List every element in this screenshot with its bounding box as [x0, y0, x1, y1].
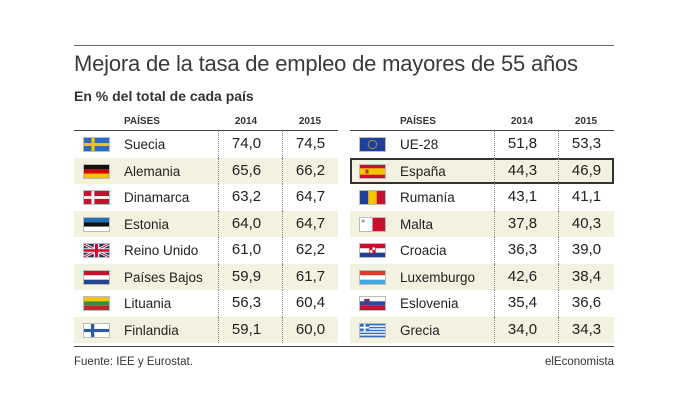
country-name: UE-28: [400, 137, 439, 152]
left-table-header: PAÍSES 2014 2015: [74, 111, 338, 131]
value-2015: 61,7: [282, 263, 338, 290]
table-row: Finlandia 59,1 60,0: [74, 316, 338, 343]
greece-flag-icon: [359, 322, 386, 338]
value-2015: 64,7: [282, 210, 338, 237]
netherlands-flag-icon: [83, 269, 110, 285]
header-2014: 2014: [234, 116, 258, 127]
slovenia-flag-icon: [359, 296, 386, 311]
table-row: Eslovenia 35,4 36,6: [350, 290, 614, 317]
value-2015: 41,1: [558, 184, 614, 211]
value-2014: 63,2: [218, 184, 274, 211]
table-row: Malta 37,8 40,3: [350, 210, 614, 237]
top-rule: [74, 45, 614, 46]
spain-flag-icon: [359, 163, 386, 179]
luxembourg-flag-icon: [359, 269, 386, 285]
header-2015: 2015: [574, 116, 598, 127]
germany-flag-icon: [83, 163, 110, 179]
value-2014: 61,0: [218, 237, 274, 264]
right-table: PAÍSES 2014 2015 UE-28 51,8 53,3 España 44,3…: [350, 111, 614, 343]
source-note: Fuente: IEE y Eurostat.: [74, 356, 193, 368]
value-2014: 37,8: [494, 210, 550, 237]
country-name: Luxemburgo: [400, 269, 476, 285]
table-row: Dinamarca 63,2 64,7: [74, 184, 338, 211]
value-2014: 64,0: [218, 210, 274, 237]
country-name: Dinamarca: [124, 190, 190, 205]
value-2014: 43,1: [494, 184, 550, 211]
country-name: Lituania: [124, 296, 172, 311]
value-2014: 59,1: [218, 316, 274, 343]
value-2014: 59,9: [218, 263, 274, 290]
table-row: Lituania 56,3 60,4: [74, 290, 338, 317]
header-2015: 2015: [298, 116, 322, 127]
value-2015: 62,2: [282, 237, 338, 264]
value-2014: 35,4: [494, 290, 550, 317]
right-table-rows: UE-28 51,8 53,3 España 44,3 46,9 Rumanía 43,1 41…: [350, 131, 614, 343]
lithuania-flag-icon: [83, 296, 110, 311]
table-row: Croacia 36,3 39,0: [350, 237, 614, 264]
value-2015: 74,5: [282, 131, 338, 158]
table-row: Estonia 64,0 64,7: [74, 210, 338, 237]
value-2015: 34,3: [558, 316, 614, 343]
value-2014: 36,3: [494, 237, 550, 264]
value-2014: 51,8: [494, 131, 550, 158]
denmark-flag-icon: [83, 190, 110, 205]
country-name: Finlandia: [124, 322, 179, 338]
left-table: PAÍSES 2014 2015 Suecia 74,0 74,5 Alemania 6…: [74, 111, 338, 343]
value-2015: 36,6: [558, 290, 614, 317]
header-2014: 2014: [510, 116, 534, 127]
bottom-rule: [74, 346, 614, 347]
country-name: Suecia: [124, 137, 166, 152]
value-2015: 60,4: [282, 290, 338, 317]
country-name: Alemania: [124, 163, 181, 179]
malta-flag-icon: [359, 216, 386, 232]
country-name: Estonia: [124, 216, 170, 232]
value-2014: 42,6: [494, 263, 550, 290]
sweden-flag-icon: [83, 137, 110, 152]
finland-flag-icon: [83, 322, 110, 338]
table-row: Alemania 65,6 66,2: [74, 157, 338, 184]
value-2014: 34,0: [494, 316, 550, 343]
table-row: Reino Unido 61,0 62,2: [74, 237, 338, 264]
value-2015: 53,3: [558, 131, 614, 158]
country-name: España: [400, 163, 446, 179]
value-2015: 39,0: [558, 237, 614, 264]
table-row: UE-28 51,8 53,3: [350, 131, 614, 158]
table-row: Luxemburgo 42,6 38,4: [350, 263, 614, 290]
country-name: Rumanía: [400, 190, 455, 205]
table-row: Suecia 74,0 74,5: [74, 131, 338, 158]
brand-credit: elEconomista: [544, 356, 614, 368]
country-name: Malta: [400, 216, 434, 232]
value-2014: 74,0: [218, 131, 274, 158]
romania-flag-icon: [359, 190, 386, 205]
table-row: Países Bajos 59,9 61,7: [74, 263, 338, 290]
right-table-header: PAÍSES 2014 2015: [350, 111, 614, 131]
value-2015: 66,2: [282, 157, 338, 184]
value-2015: 38,4: [558, 263, 614, 290]
value-2014: 44,3: [494, 157, 550, 184]
table-row-highlighted: España 44,3 46,9: [350, 157, 614, 184]
chart-subtitle: En % del total de cada país: [74, 88, 254, 104]
country-name: Grecia: [400, 322, 440, 338]
country-name: Reino Unido: [124, 243, 199, 258]
uk-flag-icon: [83, 243, 110, 258]
table-row: Rumanía 43,1 41,1: [350, 184, 614, 211]
table-row: Grecia 34,0 34,3: [350, 316, 614, 343]
country-name: Eslovenia: [400, 296, 459, 311]
value-2014: 56,3: [218, 290, 274, 317]
value-2015: 40,3: [558, 210, 614, 237]
header-countries: PAÍSES: [124, 116, 160, 127]
estonia-flag-icon: [83, 216, 110, 232]
chart-title: Mejora de la tasa de empleo de mayores d…: [74, 51, 578, 76]
country-name: Países Bajos: [124, 269, 203, 285]
header-countries: PAÍSES: [400, 116, 436, 127]
value-2015: 64,7: [282, 184, 338, 211]
value-2015: 46,9: [558, 157, 614, 184]
croatia-flag-icon: [359, 243, 386, 258]
value-2014: 65,6: [218, 157, 274, 184]
country-name: Croacia: [400, 243, 447, 258]
eu-flag-icon: [359, 137, 386, 152]
left-table-rows: Suecia 74,0 74,5 Alemania 65,6 66,2 Dinamarca 6…: [74, 131, 338, 343]
value-2015: 60,0: [282, 316, 338, 343]
